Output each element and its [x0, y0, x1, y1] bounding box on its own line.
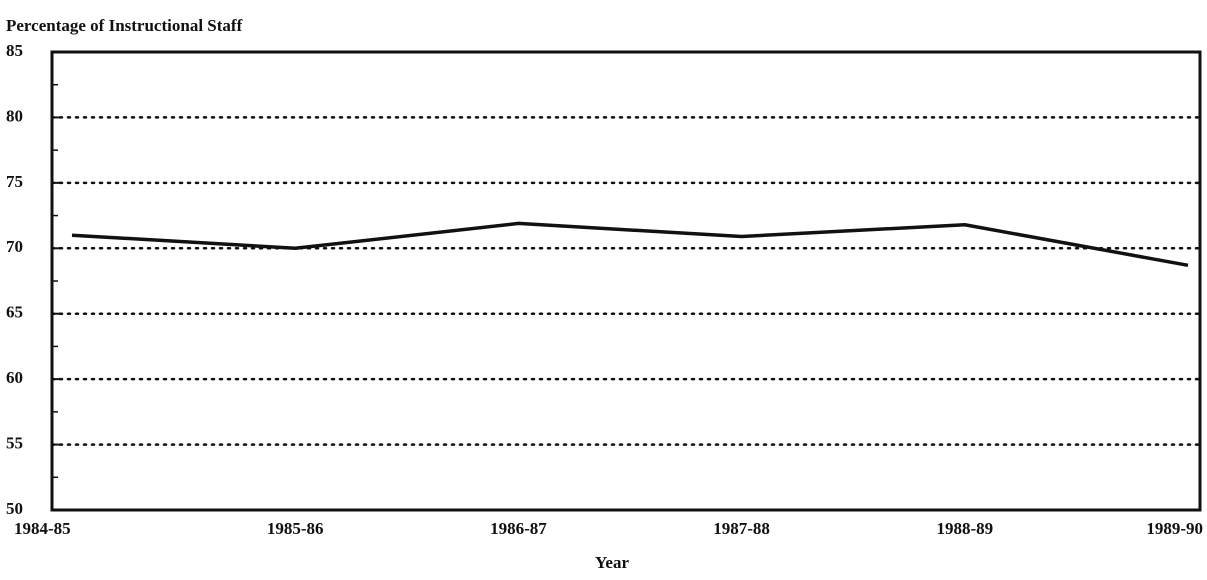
y-tick-label: 55 [6, 433, 23, 452]
y-tick-label: 70 [6, 237, 23, 256]
plot-frame [50, 50, 1202, 512]
y-axis-label: Percentage of Instructional Staff [6, 16, 243, 35]
y-tick-label: 50 [6, 499, 23, 518]
data-line [71, 221, 1189, 268]
y-tick-label: 65 [6, 303, 23, 322]
y-tick-label: 80 [6, 106, 23, 125]
x-tick-label: 1987-88 [713, 519, 770, 538]
x-axis-label: Year [595, 553, 629, 572]
x-tick-label: 1984-85 [14, 519, 71, 538]
y-tick-label: 85 [6, 41, 23, 60]
x-tick-label: 1989-90 [1146, 519, 1203, 538]
y-tick-label: 60 [6, 368, 23, 387]
x-tick-label: 1986-87 [490, 519, 547, 538]
x-tick-label: 1988-89 [936, 519, 993, 538]
x-tick-label: 1985-86 [267, 519, 324, 538]
y-tick-label: 75 [6, 172, 23, 191]
